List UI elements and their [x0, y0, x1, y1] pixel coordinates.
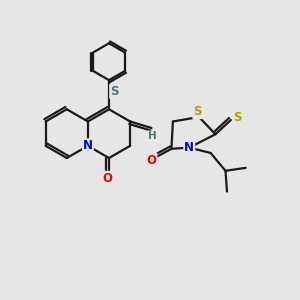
Text: N: N [83, 139, 93, 152]
Text: S: S [193, 105, 202, 118]
Text: O: O [146, 154, 157, 166]
Text: S: S [110, 85, 118, 98]
Text: N: N [184, 141, 194, 154]
Text: H: H [148, 131, 157, 141]
Text: O: O [103, 172, 112, 185]
Text: S: S [233, 110, 242, 124]
